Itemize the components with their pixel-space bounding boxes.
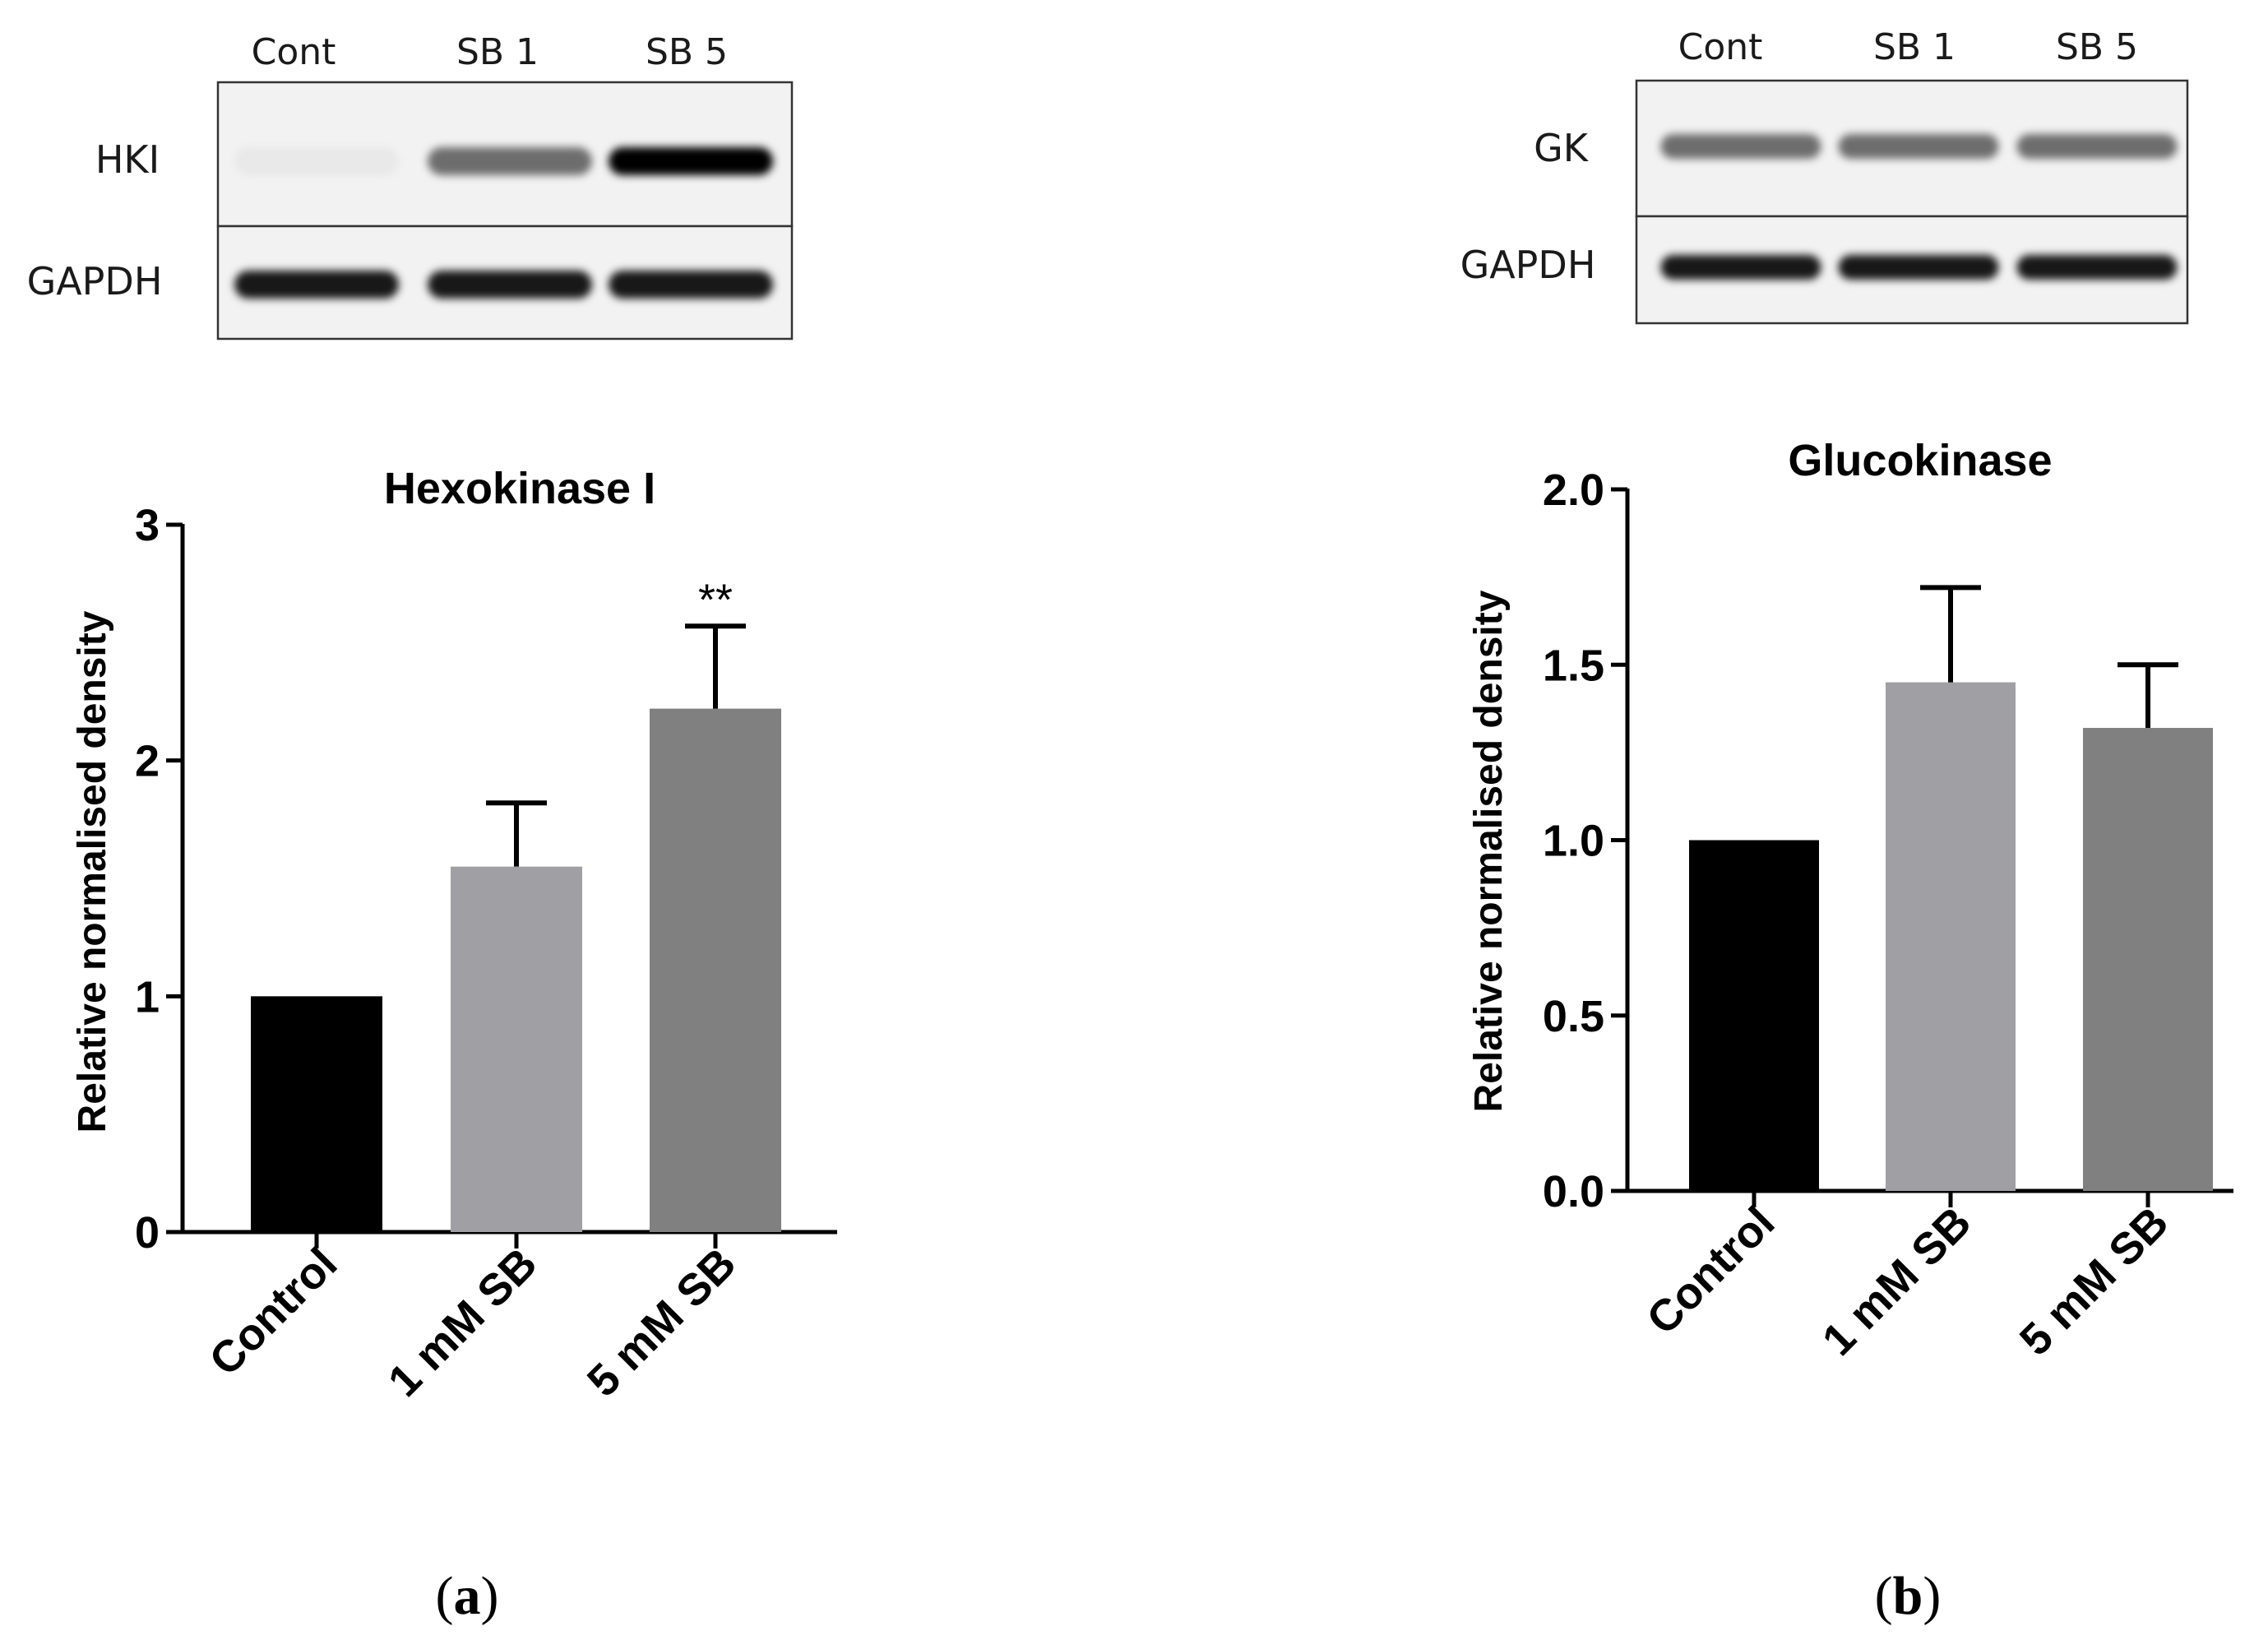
x-tick-label: 5 mM SB [578, 1239, 746, 1406]
bar [1886, 682, 2016, 1191]
bar [2083, 728, 2213, 1191]
blot-band [1838, 134, 1999, 159]
y-tick-label: 1 [135, 972, 160, 1022]
y-tick-label: 0.0 [1543, 1167, 1604, 1216]
y-axis-label: Relative normalised density [1467, 590, 1511, 1112]
chart-hexokinase: Hexokinase I Relative normalised density… [71, 464, 837, 1406]
y-tick-label: 2.0 [1543, 466, 1604, 515]
y-axis-label: Relative normalised density [71, 610, 114, 1133]
bar [1689, 840, 1819, 1191]
blot-band [1838, 255, 1999, 280]
chart-title: Hexokinase I [384, 464, 655, 513]
blot-band [234, 271, 399, 299]
western-blot-b: Cont SB 1 SB 5 GK GAPDH [1460, 26, 2189, 325]
y-tick-label: 0.5 [1543, 992, 1604, 1041]
blot-band [2016, 134, 2178, 159]
x-tick-label: 1 mM SB [379, 1239, 547, 1406]
y-tick-label: 2 [135, 737, 160, 786]
y-tick-label: 1.5 [1543, 641, 1604, 690]
blot-band [428, 271, 592, 299]
blot-row-label: GAPDH [27, 259, 163, 303]
bar [650, 708, 781, 1232]
y-tick-label: 0 [135, 1208, 160, 1258]
blot-lane-label: Cont [252, 31, 336, 73]
chart-title: Glucokinase [1788, 436, 2052, 485]
blot-band [609, 147, 773, 175]
western-blot-a: Cont SB 1 SB 5 HKI GAPDH [27, 31, 794, 341]
blot-band [234, 147, 399, 175]
y-tick-label: 1.0 [1543, 817, 1604, 866]
x-tick-label: Control [200, 1239, 346, 1385]
bar [451, 866, 582, 1232]
bar [251, 996, 382, 1232]
blot-row-label: GK [1534, 126, 1590, 170]
panel-label-b: (b) [1875, 1566, 1942, 1626]
blot-lane-label: Cont [1678, 26, 1763, 68]
blot-band [428, 147, 592, 175]
significance-marker: ** [698, 575, 733, 624]
chart-glucokinase: Glucokinase Relative normalised density … [1467, 436, 2233, 1365]
x-tick-label: Control [1637, 1198, 1784, 1344]
blot-band [2016, 255, 2178, 280]
blot-lane-label: SB 1 [456, 31, 539, 73]
panel-label-a: (a) [436, 1566, 499, 1626]
blot-lane-label: SB 5 [646, 31, 728, 73]
x-tick-label: 1 mM SB [1813, 1198, 1981, 1365]
blot-band [609, 271, 773, 299]
blot-band [1660, 134, 1821, 159]
blot-row-label: GAPDH [1460, 243, 1596, 287]
blot-row-label: HKI [95, 137, 160, 182]
x-tick-label: 5 mM SB [2011, 1198, 2178, 1365]
blot-lane-label: SB 5 [2056, 26, 2138, 68]
y-tick-label: 3 [135, 501, 160, 550]
blot-band [1660, 255, 1821, 280]
blot-lane-label: SB 1 [1873, 26, 1956, 68]
